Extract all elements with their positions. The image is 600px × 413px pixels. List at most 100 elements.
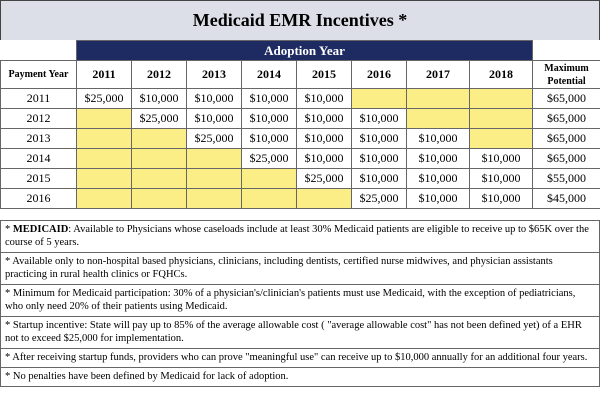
note-bullet: * xyxy=(5,371,13,382)
empty-highlight-cell xyxy=(76,128,132,149)
empty-highlight-cell xyxy=(131,168,187,189)
empty-highlight-cell xyxy=(186,168,242,189)
note-text: Minimum for Medicaid participation: 30% … xyxy=(5,288,576,312)
table-row: 2016 $25,000 $10,000 $10,000 $45,000 xyxy=(0,188,600,209)
note-text: : Available to Physicians whose caseload… xyxy=(5,224,589,248)
empty-highlight-cell xyxy=(131,148,187,169)
incentive-value-cell: $10,000 xyxy=(406,128,470,149)
note-item: * Minimum for Medicaid participation: 30… xyxy=(0,285,600,317)
empty-highlight-cell xyxy=(76,148,132,169)
payment-year-cell: 2015 xyxy=(0,168,77,189)
maximum-potential-cell: $45,000 xyxy=(532,188,600,209)
adoption-year-2013: 2013 xyxy=(186,60,242,89)
maximum-potential-cell: $55,000 xyxy=(532,168,600,189)
table-row: 2013 $25,000 $10,000 $10,000 $10,000 $10,000 $… xyxy=(0,128,600,149)
note-item: * MEDICAID: Available to Physicians whos… xyxy=(0,220,600,253)
notes-list: * MEDICAID: Available to Physicians whos… xyxy=(0,220,600,387)
maximum-potential-cell: $65,000 xyxy=(532,108,600,129)
empty-highlight-cell xyxy=(76,188,132,209)
adoption-year-2015: 2015 xyxy=(296,60,352,89)
incentive-value-cell: $10,000 xyxy=(468,168,534,189)
note-bullet: * xyxy=(5,320,13,331)
incentive-value-cell: $25,000 xyxy=(296,168,352,189)
incentive-value-cell: $10,000 xyxy=(296,128,352,149)
note-bullet: * xyxy=(5,224,13,235)
payment-year-cell: 2016 xyxy=(0,188,77,209)
incentive-value-cell: $10,000 xyxy=(241,128,297,149)
note-item: * Available only to non-hospital based p… xyxy=(0,253,600,285)
note-bullet: * xyxy=(5,352,13,363)
adoption-year-2018: 2018 xyxy=(468,60,534,89)
empty-highlight-cell xyxy=(241,188,297,209)
incentive-table: Adoption Year Payment Year 2011 2012 2013 2… xyxy=(0,40,600,209)
payment-year-cell: 2013 xyxy=(0,128,77,149)
incentive-value-cell: $10,000 xyxy=(296,148,352,169)
empty-highlight-cell xyxy=(406,108,470,129)
note-bullet: * xyxy=(5,256,13,267)
incentive-value-cell: $10,000 xyxy=(351,128,407,149)
incentive-value-cell: $10,000 xyxy=(351,108,407,129)
incentive-value-cell: $10,000 xyxy=(351,168,407,189)
note-bold-label: MEDICAID xyxy=(12,224,69,235)
incentive-value-cell: $25,000 xyxy=(351,188,407,209)
note-text: No penalties have been defined by Medica… xyxy=(12,371,289,382)
adoption-year-2017: 2017 xyxy=(406,60,470,89)
incentive-value-cell: $10,000 xyxy=(406,148,470,169)
incentive-value-cell: $10,000 xyxy=(131,88,187,109)
adoption-year-header: Adoption Year xyxy=(75,40,534,61)
incentive-value-cell: $10,000 xyxy=(241,108,297,129)
table-row: 2012 $25,000 $10,000 $10,000 $10,000 $10,000 $… xyxy=(0,108,600,129)
payment-year-cell: 2014 xyxy=(0,148,77,169)
maximum-potential-header: Maximum Potential xyxy=(532,60,600,89)
incentive-value-cell: $10,000 xyxy=(406,188,470,209)
empty-highlight-cell xyxy=(186,148,242,169)
note-bullet: * xyxy=(5,288,13,299)
empty-highlight-cell xyxy=(406,88,470,109)
incentive-value-cell: $10,000 xyxy=(186,108,242,129)
adoption-year-2012: 2012 xyxy=(131,60,187,89)
empty-highlight-cell xyxy=(468,88,534,109)
maximum-potential-cell: $65,000 xyxy=(532,148,600,169)
note-item: * No penalties have been defined by Medi… xyxy=(0,368,600,387)
incentive-value-cell: $25,000 xyxy=(241,148,297,169)
incentive-value-cell: $10,000 xyxy=(351,148,407,169)
maximum-potential-cell: $65,000 xyxy=(532,128,600,149)
note-item: * After receiving startup funds, provide… xyxy=(0,349,600,368)
empty-highlight-cell xyxy=(131,188,187,209)
note-item: * Startup incentive: State will pay up t… xyxy=(0,317,600,349)
table-row: 2015 $25,000 $10,000 $10,000 $10,000 $55,000 xyxy=(0,168,600,189)
empty-highlight-cell xyxy=(241,168,297,189)
payment-year-cell: 2011 xyxy=(0,88,77,109)
empty-highlight-cell xyxy=(76,108,132,129)
maximum-potential-cell: $65,000 xyxy=(532,88,600,109)
empty-highlight-cell xyxy=(186,188,242,209)
adoption-year-2014: 2014 xyxy=(241,60,297,89)
incentive-value-cell: $10,000 xyxy=(296,88,352,109)
table-row: 2014 $25,000 $10,000 $10,000 $10,000 $10,000 $… xyxy=(0,148,600,169)
incentive-value-cell: $10,000 xyxy=(468,188,534,209)
note-text: After receiving startup funds, providers… xyxy=(12,352,588,363)
table-row: 2011 $25,000 $10,000 $10,000 $10,000 $10,000 $… xyxy=(0,88,600,109)
note-text: Available only to non-hospital based phy… xyxy=(5,256,553,280)
incentive-value-cell: $10,000 xyxy=(241,88,297,109)
empty-highlight-cell xyxy=(131,128,187,149)
incentive-value-cell: $10,000 xyxy=(406,168,470,189)
empty-highlight-cell xyxy=(468,108,534,129)
empty-highlight-cell xyxy=(76,168,132,189)
incentive-value-cell: $25,000 xyxy=(186,128,242,149)
page-title: Medicaid EMR Incentives * xyxy=(0,0,600,40)
adoption-year-2016: 2016 xyxy=(351,60,407,89)
incentive-value-cell: $25,000 xyxy=(131,108,187,129)
adoption-year-2011: 2011 xyxy=(76,60,132,89)
empty-highlight-cell xyxy=(296,188,352,209)
payment-year-cell: 2012 xyxy=(0,108,77,129)
empty-highlight-cell xyxy=(468,128,534,149)
note-text: Startup incentive: State will pay up to … xyxy=(5,320,582,344)
incentive-value-cell: $10,000 xyxy=(186,88,242,109)
incentive-value-cell: $25,000 xyxy=(76,88,132,109)
payment-year-header: Payment Year xyxy=(0,60,77,89)
incentive-value-cell: $10,000 xyxy=(296,108,352,129)
empty-highlight-cell xyxy=(351,88,407,109)
incentive-value-cell: $10,000 xyxy=(468,148,534,169)
